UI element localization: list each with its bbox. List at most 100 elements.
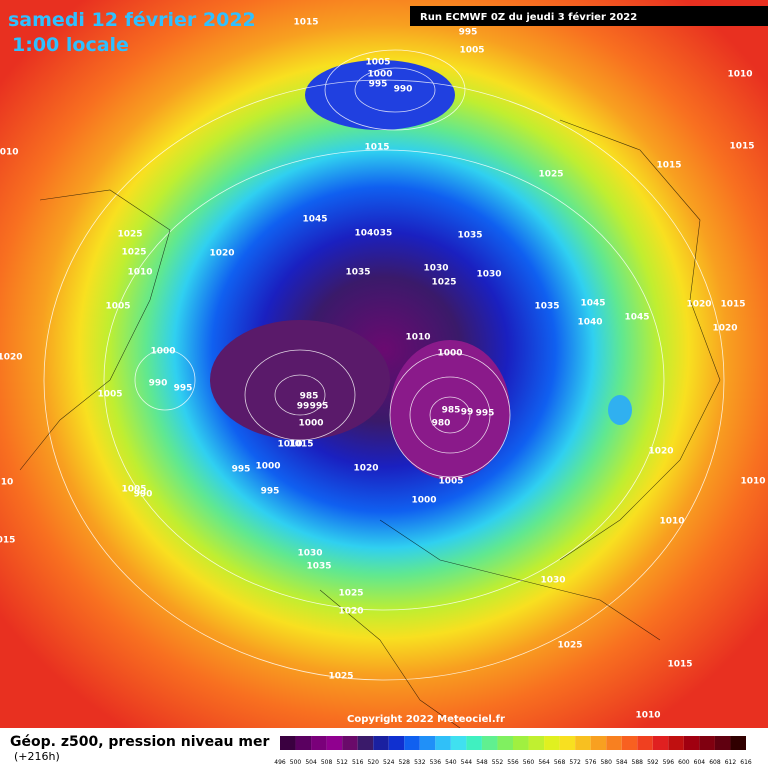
scale-label: 500 [290, 759, 302, 766]
scale-swatch [373, 736, 389, 750]
scale-label: 528 [399, 759, 411, 766]
scale-swatch [295, 736, 312, 750]
scale-label: 532 [414, 759, 426, 766]
scale-swatch [280, 736, 296, 750]
isobar-label: 1025 [431, 278, 456, 288]
legend-title: Géop. z500, pression niveau mer [10, 734, 269, 750]
isobar-label: 995 [310, 402, 329, 412]
scale-label: 580 [600, 759, 612, 766]
isobar-label: 1000 [255, 462, 280, 472]
low-area [210, 320, 390, 440]
isobar-label: 1010 [277, 440, 302, 450]
isobar-label: 1005 [97, 390, 122, 400]
isobar-label: 1035 [306, 562, 331, 572]
isobar-label: 995 [369, 80, 388, 90]
isobar-label: 1020 [353, 464, 378, 474]
scale-swatch [342, 736, 358, 750]
isobar-label: 980 [432, 419, 451, 429]
isobar-label: 99 [297, 402, 310, 412]
scale-swatch [575, 736, 591, 750]
scale-swatch [435, 736, 451, 750]
forecast-hour: (+216h) [14, 750, 60, 763]
isobar-label: 1040 [577, 318, 602, 328]
isobar-label: 995 [261, 487, 280, 497]
isobar-label: 015 [0, 536, 15, 546]
isobar-label: 995 [232, 465, 251, 475]
scale-label: 536 [430, 759, 442, 766]
low-area [390, 340, 510, 480]
isobar-label: 990 [149, 379, 168, 389]
scale-label: 564 [538, 759, 550, 766]
scale-label: 516 [352, 759, 364, 766]
scale-label: 600 [678, 759, 690, 766]
scale-swatch [606, 736, 622, 750]
scale-swatch [652, 736, 669, 750]
scale-swatch [466, 736, 482, 750]
scale-swatch [714, 736, 731, 750]
isobar-label: 10 [1, 478, 14, 488]
isobar-label: 1010 [659, 517, 684, 527]
scale-label: 576 [585, 759, 597, 766]
scale-label: 592 [647, 759, 659, 766]
isobar-label: 1030 [540, 576, 565, 586]
isobar-label: 1005 [365, 58, 390, 68]
scale-label: 524 [383, 759, 395, 766]
scale-swatch [450, 736, 467, 750]
isobar-label: 1005 [459, 46, 484, 56]
isobar-label: 1000 [437, 349, 462, 359]
scale-swatch [590, 736, 607, 750]
isobar-label: 1025 [538, 170, 563, 180]
isobar-label: 1015 [293, 18, 318, 28]
color-scale: 496 500 504 508 512 516 520 524 528 532 536 540 544 5… [274, 736, 752, 766]
scale-label: 568 [554, 759, 566, 766]
isobar-label: 995 [476, 409, 495, 419]
scale-label: 588 [632, 759, 644, 766]
isobar-label: 1030 [423, 264, 448, 274]
scale-label: 572 [569, 759, 581, 766]
isobar-label: 1020 [686, 300, 711, 310]
low-area [305, 60, 455, 130]
isobar-label: 1005 [105, 302, 130, 312]
isobar-label: 995 [459, 28, 478, 38]
scale-label: 556 [507, 759, 519, 766]
isobar-label: 995 [174, 384, 193, 394]
scale-swatch [528, 736, 545, 750]
scale-swatch [388, 736, 405, 750]
scale-label: 560 [523, 759, 535, 766]
scale-swatch [513, 736, 529, 750]
isobar-label: 1000 [367, 70, 392, 80]
isobar-label: 1045 [580, 299, 605, 309]
isobar-label: 1025 [328, 672, 353, 682]
isobar-label: 1045 [302, 215, 327, 225]
isobar-label: 1035 [345, 268, 370, 278]
scale-label: 552 [492, 759, 504, 766]
isobar-label: 1010 [727, 70, 752, 80]
isobar-label: 1015 [288, 440, 313, 450]
isobar-label: 1030 [476, 270, 501, 280]
isobar-label: 1045 [624, 313, 649, 323]
isobar-label: 1000 [150, 347, 175, 357]
isobar-label: 990 [134, 490, 153, 500]
scale-label: 548 [476, 759, 488, 766]
isobar-label: 1025 [117, 230, 142, 240]
date-title: samedi 12 février 2022 [8, 9, 256, 31]
time-title: 1:00 locale [12, 34, 129, 56]
scale-swatch [544, 736, 560, 750]
scale-swatch [683, 736, 700, 750]
isobar-label: 1015 [656, 161, 681, 171]
isobar-label: 1010 [740, 477, 765, 487]
scale-label: 504 [305, 759, 317, 766]
isobar-label: 35 [380, 229, 393, 239]
isobar-label: 1020 [209, 249, 234, 259]
low-area [608, 395, 632, 425]
scale-swatch [419, 736, 436, 750]
isobar-label: 1010 [635, 711, 660, 721]
copyright: Copyright 2022 Meteociel.fr [347, 714, 505, 725]
isobar-label: 1015 [729, 142, 754, 152]
isobar-label: 1020 [0, 353, 23, 363]
run-info: Run ECMWF 0Z du jeudi 3 février 2022 [420, 11, 637, 23]
scale-swatch [404, 736, 420, 750]
isobar-label: 1000 [298, 419, 323, 429]
scale-label: 520 [367, 759, 379, 766]
scale-label: 616 [740, 759, 752, 766]
